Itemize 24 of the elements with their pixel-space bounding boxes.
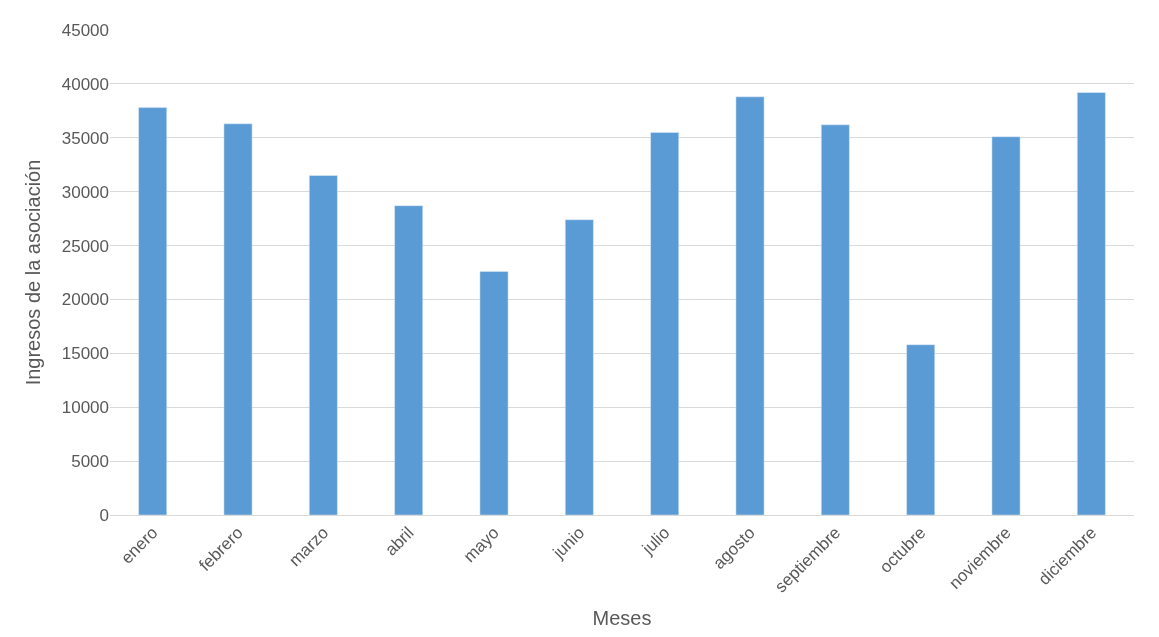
y-tick-label: 35000 — [61, 128, 109, 148]
bar — [735, 96, 765, 515]
x-axis-title: Meses — [592, 606, 652, 629]
y-tick-label: 25000 — [61, 236, 109, 256]
bar — [479, 271, 509, 515]
bar — [565, 219, 594, 515]
bar — [223, 123, 253, 515]
bar — [394, 205, 423, 515]
y-tick-label: 10000 — [61, 398, 109, 418]
bar — [991, 136, 1021, 515]
y-tick-label: 20000 — [61, 290, 109, 310]
y-tick-label: 5000 — [71, 452, 109, 472]
y-axis-title: Ingresos de la asociación — [22, 159, 45, 386]
bar — [1077, 92, 1106, 515]
bar — [906, 344, 935, 515]
y-tick-label: 30000 — [61, 182, 109, 202]
bar — [138, 107, 167, 515]
y-tick-label: 45000 — [61, 20, 109, 40]
bar — [309, 175, 338, 515]
y-tick-label: 40000 — [61, 74, 109, 94]
bar — [821, 124, 850, 515]
bar — [650, 132, 679, 515]
y-tick-label: 0 — [99, 505, 109, 525]
y-tick-label: 15000 — [61, 344, 109, 364]
